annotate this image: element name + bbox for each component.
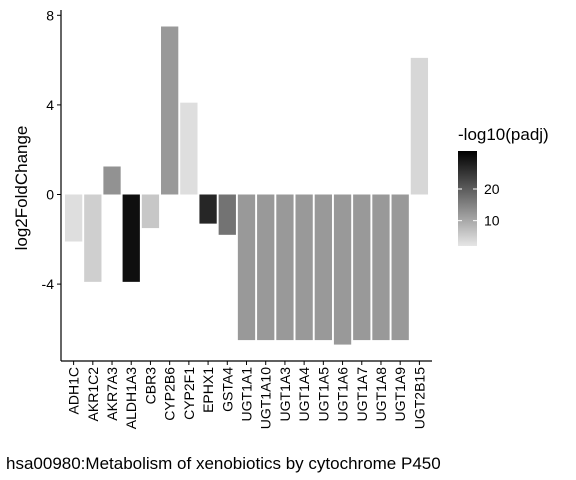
x-tick-label: UGT1A6	[335, 367, 351, 422]
x-tick-label: UGT2B15	[411, 367, 427, 429]
x-axis-title: hsa00980:Metabolism of xenobiotics by cy…	[6, 454, 441, 473]
y-axis-title: log2FoldChange	[12, 126, 31, 251]
x-tick-label: UGT1A5	[315, 367, 331, 422]
color-legend: -log10(padj) 10 20	[458, 125, 549, 246]
bar-ugt1a3	[276, 194, 294, 341]
x-tick-label: UGT1A3	[277, 367, 293, 422]
bar-ugt1a4	[295, 194, 313, 341]
bar-cyp2b6	[161, 26, 179, 195]
bar-cbr3	[141, 194, 160, 229]
y-tick-label: -4	[42, 276, 55, 292]
bar-cyp2f1	[180, 102, 198, 195]
bar-ugt1a1	[237, 194, 256, 341]
legend-colorbar	[458, 151, 477, 246]
legend-ticks: 10 20	[458, 181, 500, 229]
y-tick-label: 4	[46, 97, 54, 113]
bar-ugt2b15	[410, 57, 429, 195]
bar-akr7a3	[103, 166, 121, 195]
y-ticks: -4 0 4 8	[42, 7, 61, 292]
bar-ugt1a8	[372, 194, 390, 341]
x-tick-label: ALDH1A3	[123, 367, 139, 429]
bar-ugt1a5	[314, 194, 332, 341]
y-tick-label: 8	[46, 7, 54, 23]
bar-gsta4	[218, 194, 236, 235]
bar-ephx1	[199, 194, 217, 224]
bars	[64, 26, 429, 345]
legend-tick-label: 20	[484, 181, 500, 197]
bar-adh1c	[64, 194, 83, 242]
bar-ugt1a6	[333, 194, 352, 345]
x-tick-label: GSTA4	[219, 367, 235, 412]
x-tick-label: UGT1A7	[354, 367, 370, 422]
bar-akr1c2	[84, 194, 102, 282]
x-tick-label: UGT1A8	[373, 367, 389, 422]
x-tick-label: AKR7A3	[104, 367, 120, 421]
x-tick-label: CYP2F1	[181, 367, 197, 420]
x-tick-label: UGT1A9	[392, 367, 408, 422]
x-tick-label: AKR1C2	[85, 367, 101, 422]
x-ticks: ADH1C AKR1C2 AKR7A3 ALDH1A3 CBR3 CYP2B6 CYP2F1…	[66, 361, 427, 429]
x-tick-label: UGT1A4	[296, 367, 312, 422]
x-tick-label: CYP2B6	[162, 367, 178, 421]
x-tick-label: EPHX1	[200, 367, 216, 413]
x-tick-label: UGT1A1	[239, 367, 255, 422]
bar-ugt1a7	[353, 194, 371, 341]
bar-aldh1a3	[122, 194, 140, 282]
bar-ugt1a9	[391, 194, 409, 341]
x-tick-label: UGT1A10	[258, 367, 274, 429]
bar-ugt1a10	[257, 194, 275, 341]
legend-title: -log10(padj)	[458, 125, 549, 144]
x-tick-label: ADH1C	[66, 367, 82, 414]
x-tick-label: CBR3	[142, 367, 158, 405]
legend-tick-label: 10	[484, 213, 500, 229]
y-tick-label: 0	[46, 187, 54, 203]
